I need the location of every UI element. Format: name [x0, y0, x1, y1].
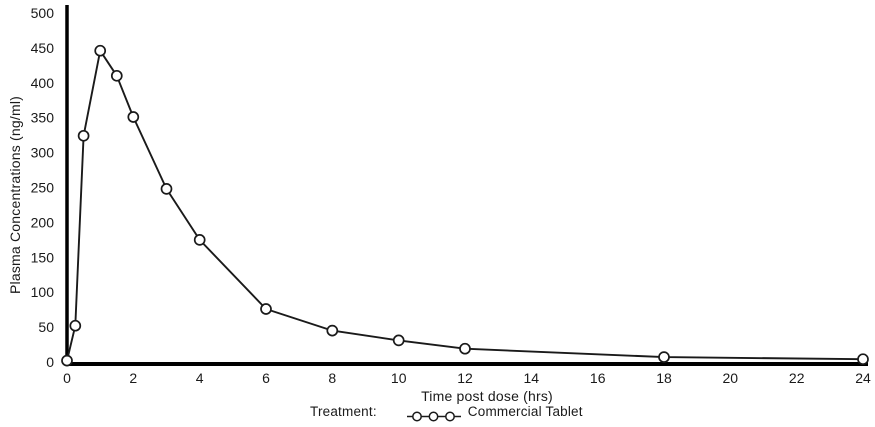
x-tick-label-4: 4	[196, 370, 204, 386]
x-tick-label-8: 8	[328, 370, 336, 386]
y-tick-label-200: 200	[31, 214, 55, 230]
y-tick-label-150: 150	[31, 249, 55, 265]
data-point-marker	[658, 351, 670, 363]
x-tick-label-22: 22	[789, 370, 805, 386]
y-tick-label-350: 350	[31, 110, 55, 126]
x-axis-title: Time post dose (hrs)	[421, 388, 553, 404]
data-point-marker	[69, 319, 82, 332]
x-tick-label-18: 18	[656, 370, 672, 386]
legend-prefix-label: Treatment:	[310, 404, 377, 419]
x-tick-label-16: 16	[590, 370, 606, 386]
x-tick-label-20: 20	[723, 370, 739, 386]
data-point-marker	[459, 342, 471, 355]
data-point-marker	[160, 183, 173, 195]
data-point-marker	[127, 111, 140, 123]
x-tick-label-0: 0	[63, 370, 71, 386]
y-tick-label-500: 500	[31, 5, 55, 21]
legend-open-circle-marker-icon	[406, 411, 461, 422]
data-point-marker	[77, 129, 90, 142]
data-point-marker	[193, 234, 206, 246]
data-point-marker	[857, 353, 869, 366]
y-tick-label-250: 250	[31, 180, 55, 196]
y-axis-title: Plasma Concentrations (ng/ml)	[7, 96, 23, 294]
legend-series-label: Commercial Tablet	[467, 404, 583, 419]
y-tick-label-450: 450	[31, 40, 55, 56]
x-tick-label-10: 10	[391, 370, 407, 386]
legend-symbol-circle	[428, 411, 439, 422]
x-tick-label-6: 6	[262, 370, 270, 386]
data-point-marker	[392, 334, 405, 347]
y-tick-label-100: 100	[31, 284, 55, 300]
x-tick-label-24: 24	[855, 370, 871, 386]
data-point-marker	[61, 354, 73, 367]
y-tick-label-50: 50	[38, 319, 54, 335]
legend-symbol-circle	[444, 411, 455, 422]
legend-symbol-circle	[411, 411, 422, 422]
series-line	[66, 49, 864, 361]
y-tick-label-300: 300	[31, 145, 55, 161]
x-tick-label-2: 2	[129, 370, 137, 386]
data-point-marker	[260, 303, 272, 315]
y-tick-label-0: 0	[46, 354, 54, 370]
data-point-marker	[326, 324, 339, 337]
x-tick-label-12: 12	[457, 370, 473, 386]
legend: Treatment: Commercial Tablet	[310, 404, 583, 422]
data-point-marker	[94, 44, 107, 57]
data-point-marker	[110, 69, 123, 82]
x-tick-label-14: 14	[524, 370, 540, 386]
y-tick-label-400: 400	[31, 75, 55, 91]
